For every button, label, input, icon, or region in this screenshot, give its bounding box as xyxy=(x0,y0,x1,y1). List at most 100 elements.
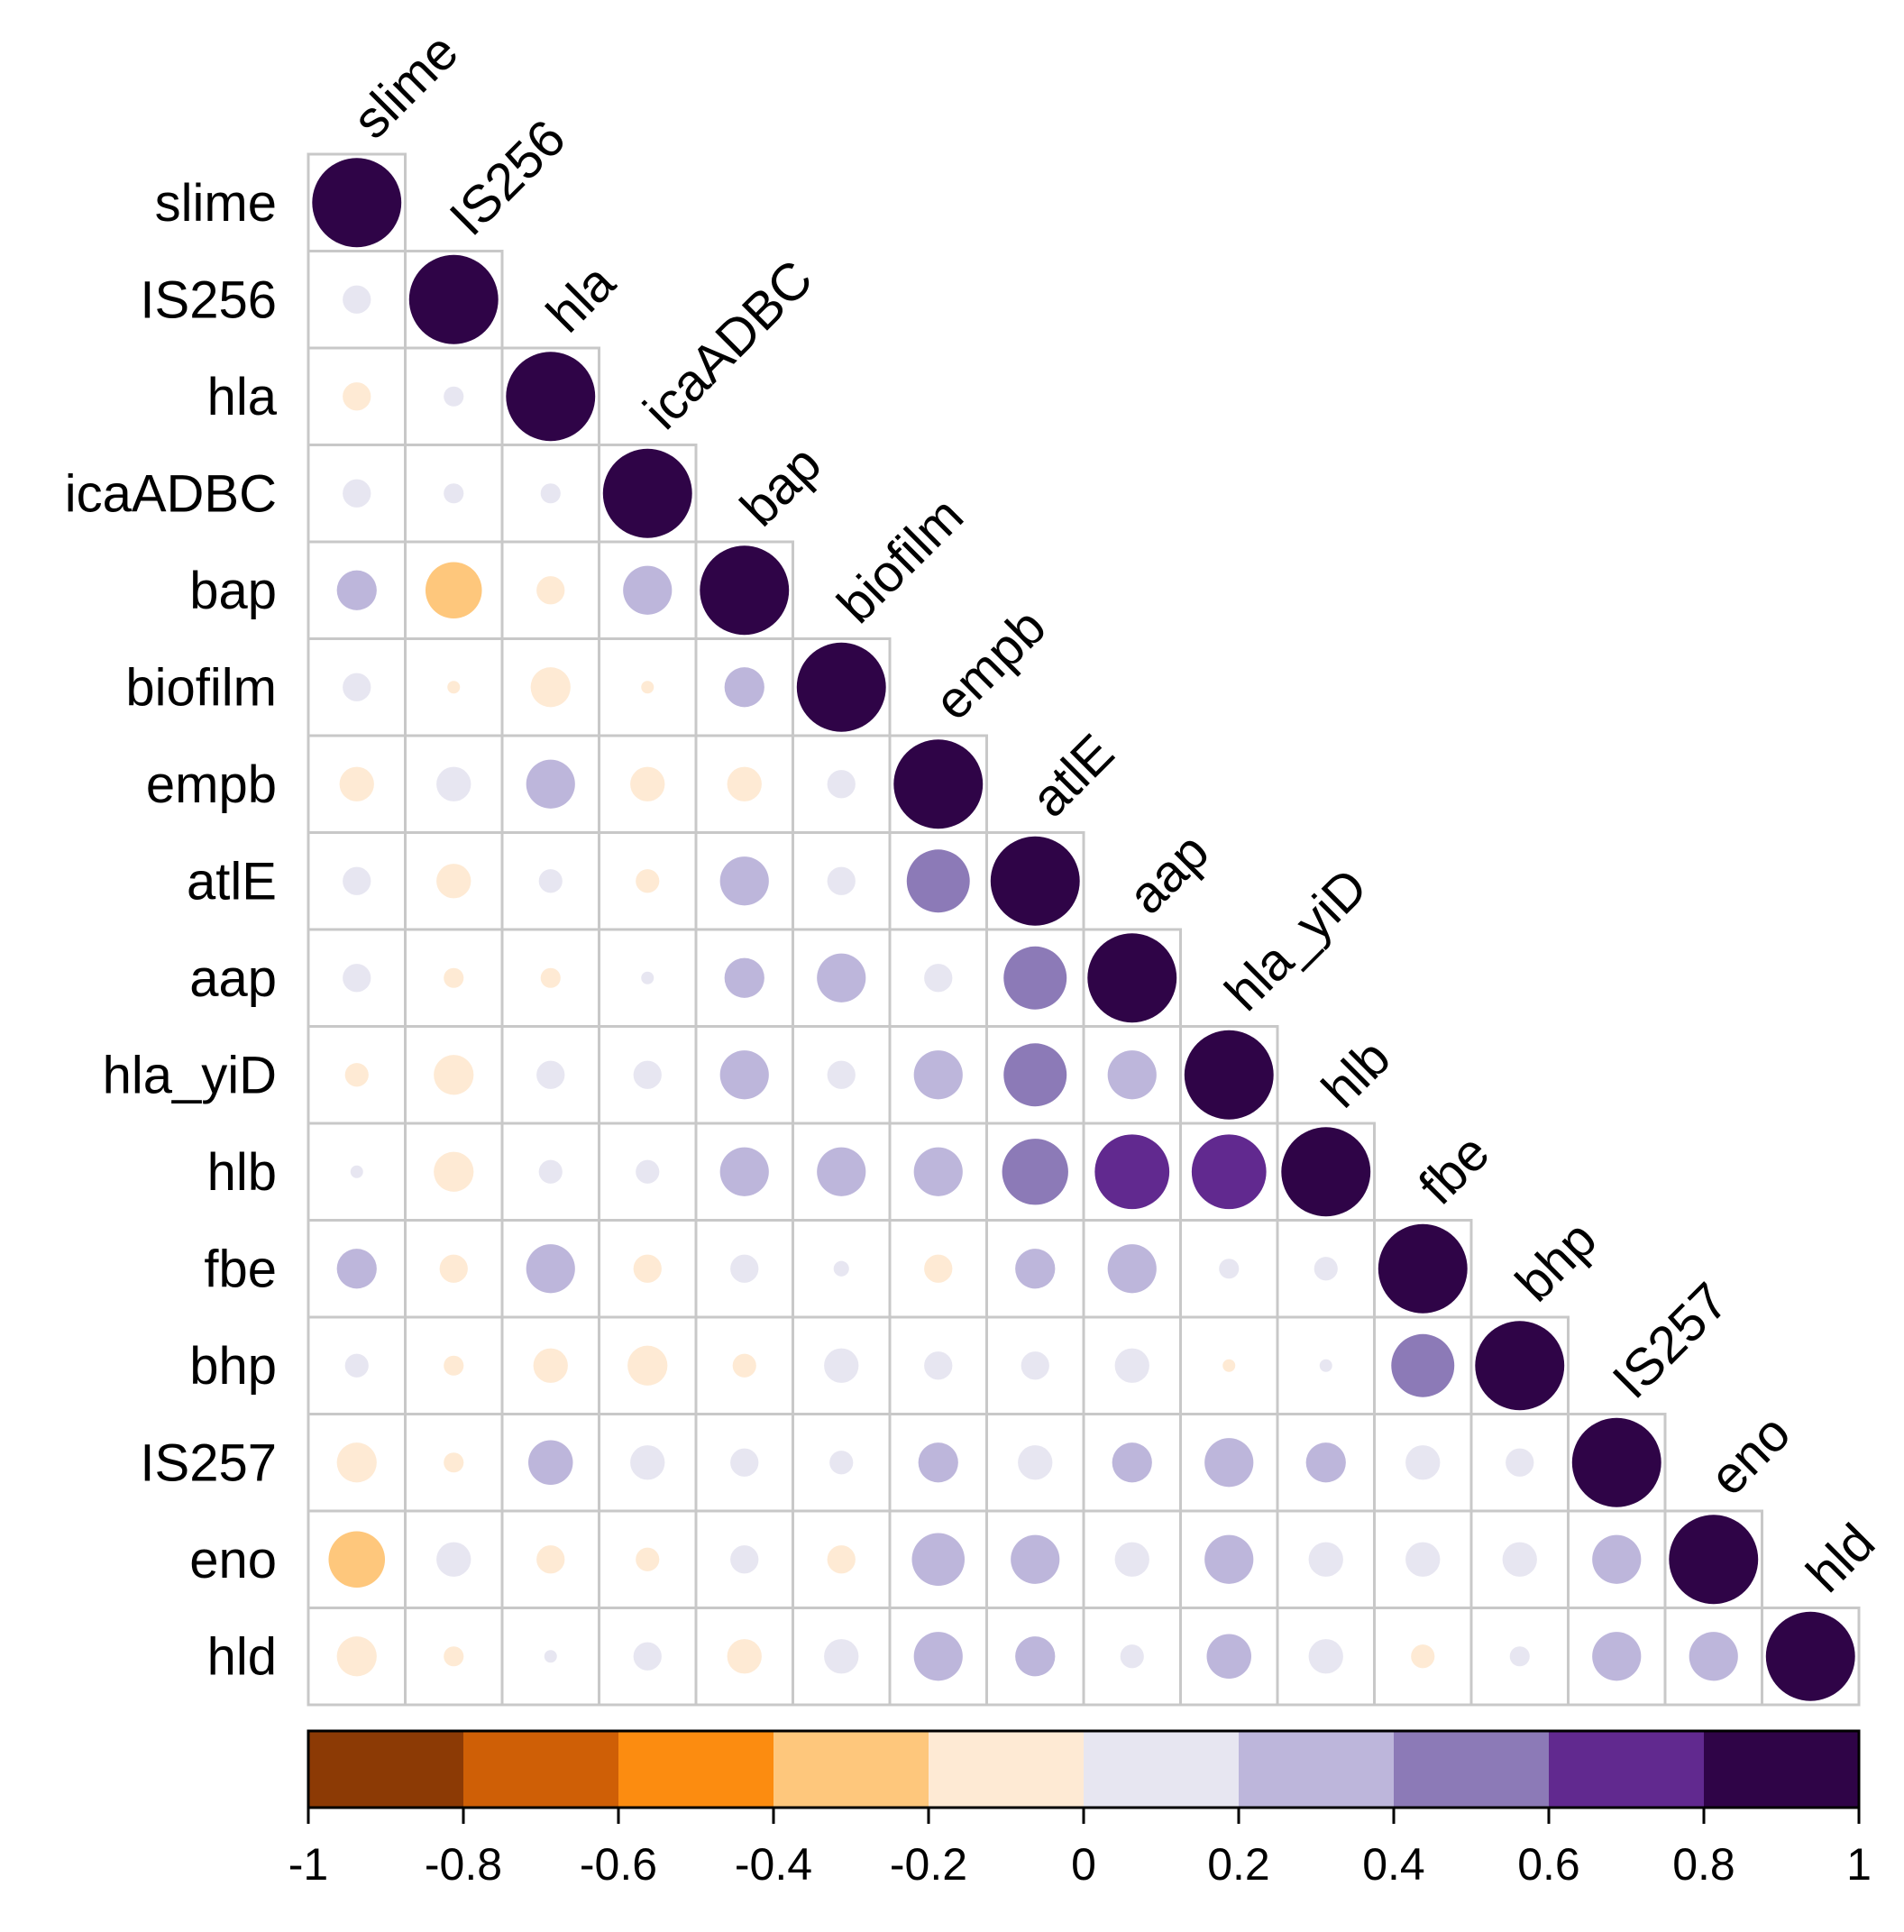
circle-IS257-empb xyxy=(918,1442,958,1483)
colorbar-tick-label: 0.4 xyxy=(1362,1839,1425,1890)
circle-eno-hlb xyxy=(1308,1542,1343,1577)
column-label-hld: hld xyxy=(1795,1513,1886,1604)
circle-bhp-atlE xyxy=(1021,1351,1049,1380)
circle-aap-icaADBC xyxy=(641,971,654,984)
colorbar-tick-label: -0.8 xyxy=(425,1839,502,1890)
circle-fbe-IS256 xyxy=(439,1254,468,1283)
circle-eno-IS256 xyxy=(436,1542,471,1577)
circle-icaADBC-icaADBC xyxy=(602,448,692,538)
circle-aap-empb xyxy=(924,964,953,993)
correlation-grid xyxy=(307,152,1861,1707)
colorbar: -1 -0.8 -0.6 -0.4 -0.2 0 0.2 0.4 0.6 0.8 1 xyxy=(288,1729,1872,1890)
colorbar-tick-label: 0.6 xyxy=(1517,1839,1580,1890)
colorbar-segment xyxy=(929,1731,1085,1808)
circle-fbe-hla_yiD xyxy=(1219,1259,1240,1279)
circle-atlE-bap xyxy=(719,856,769,906)
column-label-hla: hla xyxy=(536,252,627,343)
circle-atlE-biofilm xyxy=(827,866,856,895)
colorbar-tick-label: -0.4 xyxy=(735,1839,812,1890)
circle-empb-hla xyxy=(526,759,575,809)
row-label-empb: empb xyxy=(146,755,277,814)
circle-hld-eno xyxy=(1689,1632,1738,1681)
circle-eno-atlE xyxy=(1011,1534,1060,1584)
circle-eno-fbe xyxy=(1405,1542,1441,1577)
row-label-bhp: bhp xyxy=(189,1337,277,1396)
circle-eno-aap xyxy=(1114,1542,1149,1577)
circle-empb-biofilm xyxy=(827,770,856,799)
circle-bhp-bhp xyxy=(1475,1321,1565,1411)
circle-empb-slime xyxy=(339,766,374,801)
circle-bap-slime xyxy=(336,570,377,610)
circle-bhp-fbe xyxy=(1391,1333,1455,1397)
circle-bhp-slime xyxy=(344,1353,369,1378)
circle-hla_yiD-bap xyxy=(719,1050,769,1100)
circle-bap-icaADBC xyxy=(623,565,673,615)
circle-IS257-slime xyxy=(336,1442,377,1483)
circle-atlE-slime xyxy=(343,866,371,895)
row-label-hlb: hlb xyxy=(207,1143,277,1202)
colorbar-tick-label: -0.6 xyxy=(580,1839,657,1890)
column-label-atlE: atlE xyxy=(1020,723,1125,829)
column-label-bap: bap xyxy=(729,435,832,537)
circle-hld-aap xyxy=(1120,1644,1144,1669)
cell-icaADBC-IS256 xyxy=(404,444,504,544)
circle-atlE-hla xyxy=(538,869,563,893)
column-label-slime: slime xyxy=(342,23,470,151)
circle-hlb-aap xyxy=(1094,1134,1170,1210)
colorbar-tick-label: -0.2 xyxy=(890,1839,967,1890)
colorbar-segment xyxy=(1239,1731,1395,1808)
circle-empb-bap xyxy=(727,766,762,801)
colorbar-tick-label: 0.8 xyxy=(1672,1839,1735,1890)
circle-eno-hla_yiD xyxy=(1204,1534,1254,1584)
circle-biofilm-slime xyxy=(343,673,371,701)
circle-fbe-hla xyxy=(526,1244,575,1294)
circle-hlb-atlE xyxy=(1002,1139,1068,1205)
column-label-fbe: fbe xyxy=(1407,1123,1500,1216)
colorbar-tick-label: -1 xyxy=(288,1839,328,1890)
circle-IS257-IS256 xyxy=(444,1452,464,1473)
column-label-empb: empb xyxy=(923,598,1057,732)
column-label-aap: aap xyxy=(1117,822,1220,925)
circle-IS257-hlb xyxy=(1305,1442,1346,1483)
row-label-IS257: IS257 xyxy=(140,1433,277,1492)
circle-bhp-hla xyxy=(533,1348,568,1383)
circle-hld-biofilm xyxy=(824,1639,859,1674)
column-label-IS257: IS257 xyxy=(1601,1272,1739,1410)
circle-hlb-biofilm xyxy=(817,1147,866,1196)
circle-IS256-IS256 xyxy=(408,254,499,344)
circle-fbe-hlb xyxy=(1314,1257,1338,1281)
circle-hlb-empb xyxy=(913,1147,963,1196)
circle-empb-IS256 xyxy=(436,766,471,801)
row-label-hld: hld xyxy=(207,1627,277,1686)
circle-IS256-slime xyxy=(343,285,371,314)
circle-biofilm-biofilm xyxy=(796,642,886,732)
circle-hld-bhp xyxy=(1509,1646,1530,1667)
circle-IS257-hla_yiD xyxy=(1204,1438,1254,1488)
circle-slime-slime xyxy=(312,158,402,248)
circle-hlb-IS256 xyxy=(434,1151,474,1192)
circle-eno-IS257 xyxy=(1592,1534,1642,1584)
circle-bhp-bap xyxy=(732,1353,756,1378)
circle-atlE-atlE xyxy=(990,836,1080,926)
colorbar-tick-label: 0.2 xyxy=(1207,1839,1270,1890)
circle-hla_yiD-hla_yiD xyxy=(1184,1030,1274,1120)
circle-hlb-bap xyxy=(719,1147,769,1196)
circle-eno-slime xyxy=(328,1531,386,1589)
circle-bhp-biofilm xyxy=(824,1348,859,1383)
circle-hld-fbe xyxy=(1411,1644,1435,1669)
circle-hla_yiD-IS256 xyxy=(434,1055,474,1095)
circle-hla_yiD-empb xyxy=(913,1050,963,1100)
cell-bap-icaADBC xyxy=(598,540,698,640)
row-labels: slime IS256 hla icaADBC bap biofilm empb atlE aa… xyxy=(65,174,278,1687)
colorbar-tick-label: 1 xyxy=(1846,1839,1872,1890)
circle-bhp-icaADBC xyxy=(627,1345,668,1386)
circle-IS257-icaADBC xyxy=(630,1445,665,1480)
circle-aap-bap xyxy=(724,957,764,998)
circle-fbe-bap xyxy=(730,1254,759,1283)
column-label-biofilm: biofilm xyxy=(826,486,974,634)
circle-hla_yiD-slime xyxy=(344,1063,369,1087)
circle-aap-hla xyxy=(540,967,561,988)
circle-hld-icaADBC xyxy=(633,1642,662,1671)
column-label-hlb: hlb xyxy=(1311,1028,1402,1119)
